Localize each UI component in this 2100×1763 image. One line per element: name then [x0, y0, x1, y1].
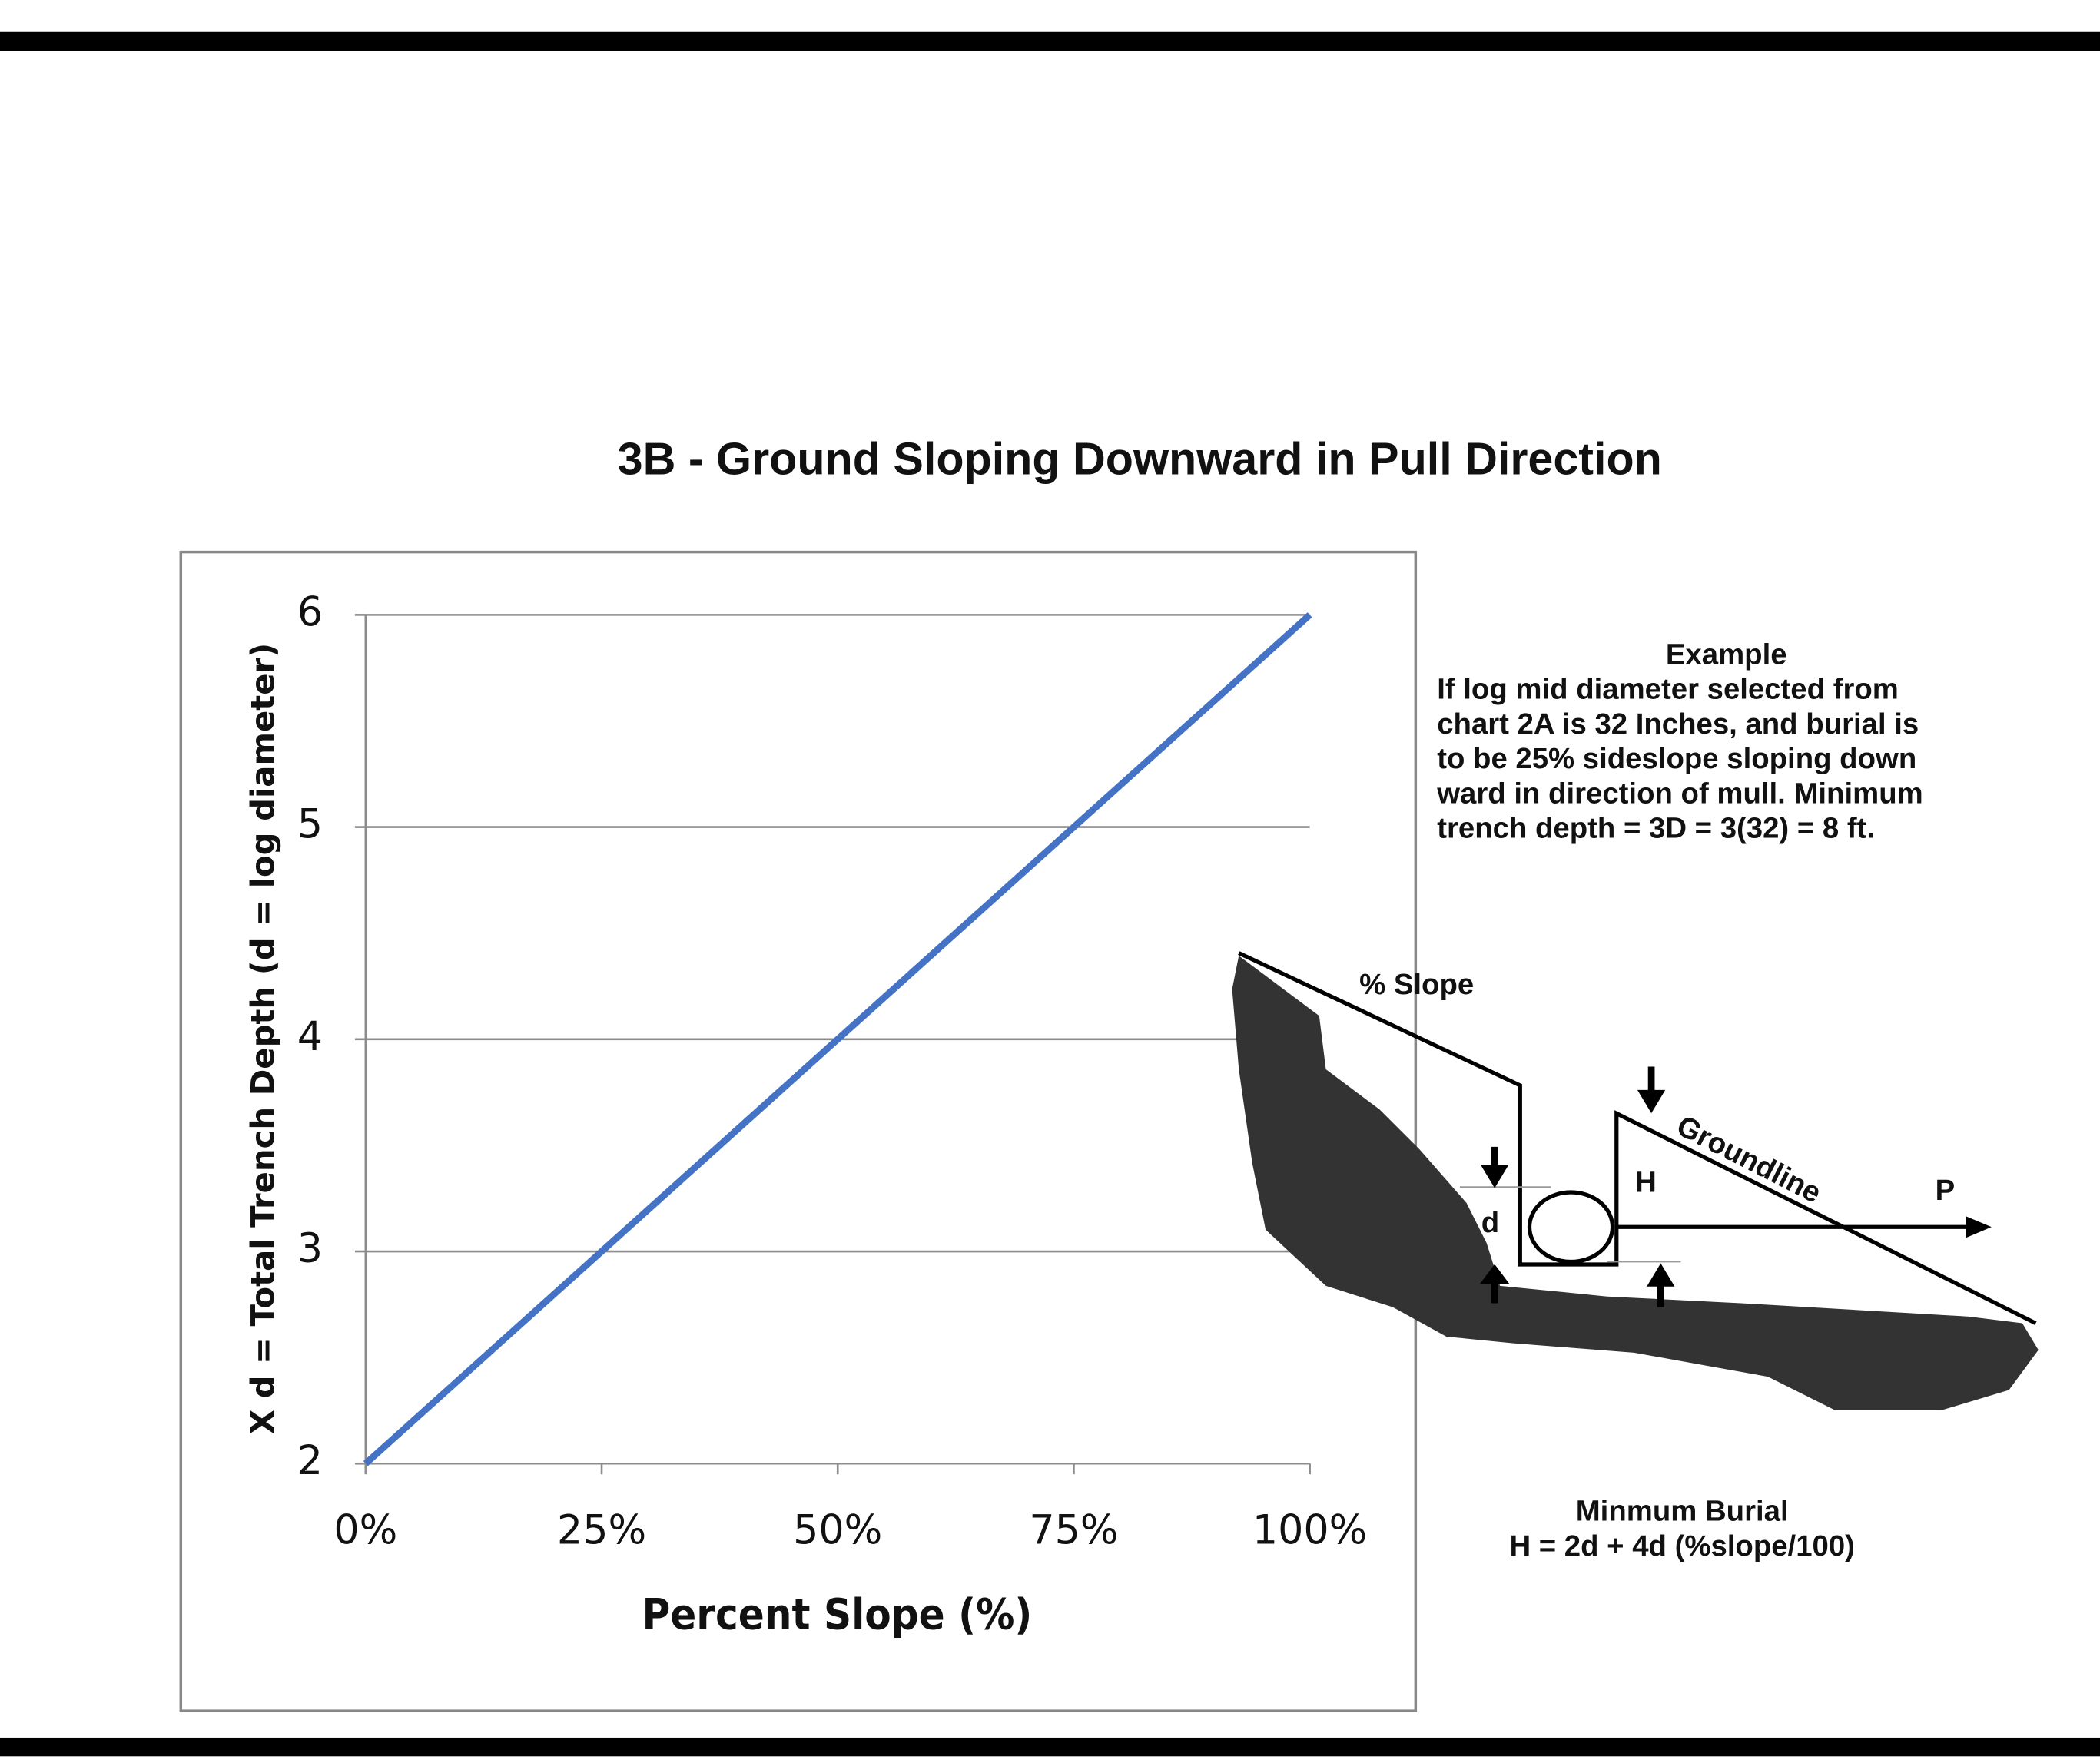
- x-tick-label: 25%: [557, 1508, 646, 1554]
- arrow: [1644, 1066, 1660, 1106]
- y-tick-label: 3: [297, 1226, 323, 1272]
- top-bar: [0, 32, 2100, 51]
- x-tick-label: 100%: [1252, 1508, 1367, 1554]
- diagram: % Slope Groundline H d P Minmum Burial H…: [1232, 638, 2039, 1563]
- chart-title: 3B - Ground Sloping Downward in Pull Dir…: [618, 433, 1662, 485]
- d-label: d: [1481, 1206, 1499, 1239]
- x-tick-label: 75%: [1029, 1508, 1118, 1554]
- y-tick-label: 2: [297, 1438, 323, 1484]
- formula-title: Minmum Burial: [1576, 1495, 1789, 1528]
- x-tick-label: 0%: [333, 1508, 397, 1554]
- slope-label: % Slope: [1359, 968, 1474, 1001]
- log: [1529, 1192, 1612, 1261]
- example-line: chart 2A is 32 Inches, and burial is: [1437, 708, 1919, 741]
- bottom-bar: [0, 1738, 2100, 1756]
- y-tick-label: 6: [297, 589, 323, 635]
- groundline-label: Groundline: [1671, 1109, 1826, 1210]
- formula-equation: H = 2d + 4d (%slope/100): [1509, 1529, 1854, 1563]
- y-axis-label: X d = Total Trench Depth (d = log diamet…: [244, 643, 282, 1434]
- example-title: Example: [1666, 638, 1787, 671]
- pull-arrowhead: [1966, 1216, 1992, 1238]
- p-label: P: [1936, 1174, 1956, 1207]
- x-axis-label: Percent Slope (%): [642, 1590, 1032, 1640]
- x-tick-label: 50%: [793, 1508, 882, 1554]
- y-tick-label: 4: [297, 1014, 323, 1060]
- y-tick-label: 5: [297, 802, 323, 848]
- example-line: trench depth = 3D = 3(32) = 8 ft.: [1437, 812, 1875, 845]
- h-label: H: [1635, 1166, 1657, 1199]
- example-line: If log mid diameter selected from: [1437, 673, 1899, 706]
- page: 3B - Ground Sloping Downward in Pull Dir…: [0, 0, 2100, 1763]
- example-line: to be 25% sideslope sloping down: [1437, 742, 1916, 775]
- arrow: [1487, 1147, 1503, 1181]
- example-line: ward in direction of mull. Minimum: [1436, 777, 1923, 810]
- chart: 3B - Ground Sloping Downward in Pull Dir…: [0, 0, 2100, 1763]
